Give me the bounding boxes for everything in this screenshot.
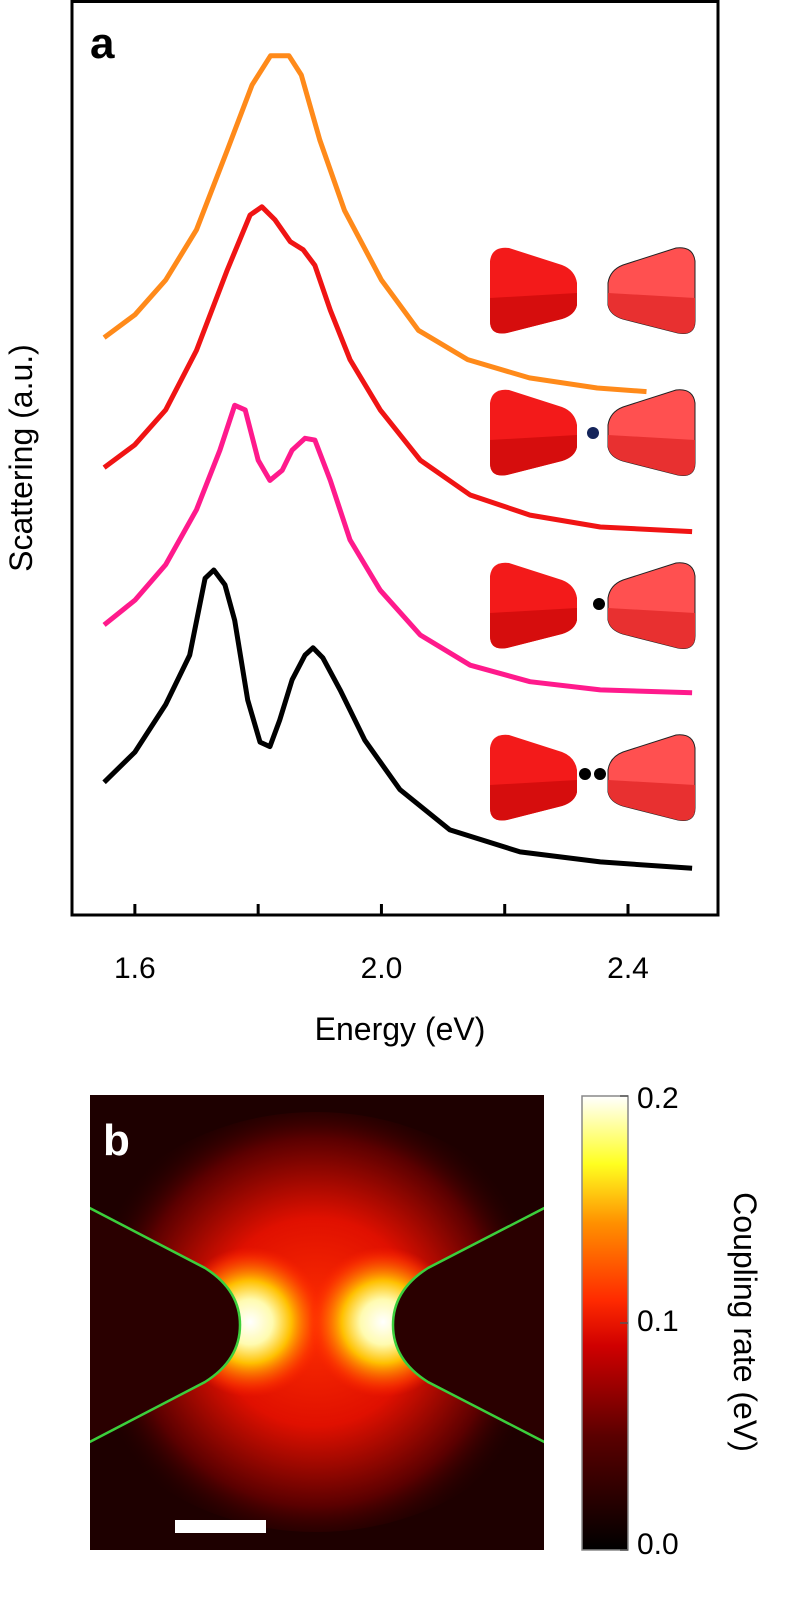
colorbar-axis: 0.0 0.1 0.2 — [620, 1082, 679, 1561]
colorbar-label: Coupling rate (eV) — [727, 1192, 763, 1452]
x-tick-label: 1.6 — [114, 952, 156, 985]
x-tick-label: 2.0 — [361, 952, 403, 985]
insets — [489, 247, 696, 821]
colorbar-tick-label: 0.1 — [637, 1305, 679, 1338]
curve — [102, 204, 693, 535]
colorbar-tick-label: 0.0 — [637, 1528, 679, 1561]
x-axis-label: Energy (eV) — [315, 1011, 486, 1047]
y-axis-label: Scattering (a.u.) — [3, 344, 39, 572]
emitter-dot — [593, 598, 605, 610]
bowtie-inset — [489, 734, 696, 821]
emitter-dot — [579, 768, 591, 780]
emitter-dot — [594, 768, 606, 780]
heatmap — [90, 1095, 544, 1550]
plot-area — [102, 53, 693, 871]
panel-label: a — [90, 19, 115, 68]
curve — [102, 53, 647, 395]
curve — [102, 402, 693, 696]
emitter-dot — [587, 427, 599, 439]
scale-bar — [175, 1520, 266, 1533]
colorbar-tick-label: 0.2 — [637, 1082, 679, 1115]
antenna-outline — [90, 1206, 242, 1444]
x-tick-label: 2.4 — [607, 952, 649, 985]
curve — [102, 567, 693, 871]
axes-frame — [70, 0, 720, 917]
antenna-outline — [391, 1206, 544, 1444]
panel-label: b — [103, 1116, 130, 1165]
bowtie-inset — [489, 247, 696, 334]
bowtie-inset — [489, 562, 696, 649]
